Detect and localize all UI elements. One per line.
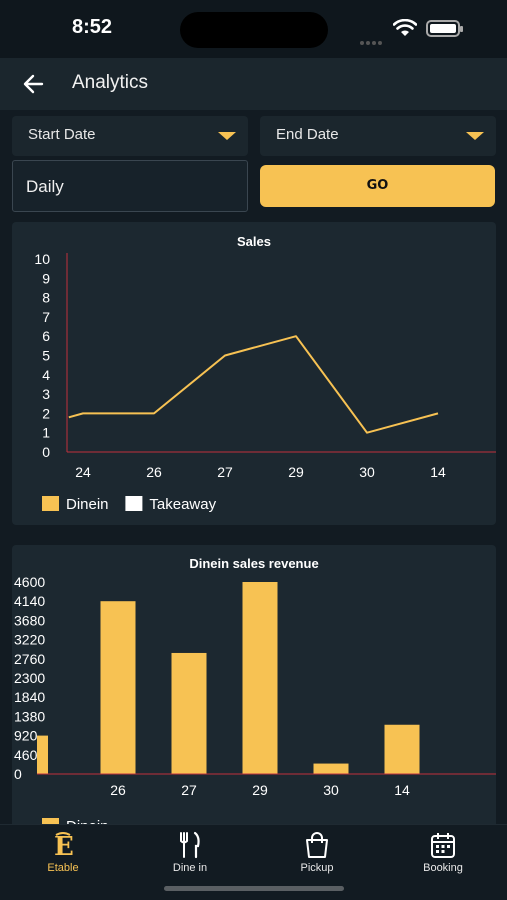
- x-tick-label: 27: [181, 782, 197, 798]
- y-tick-label: 2300: [14, 670, 45, 686]
- y-tick-label: 3220: [14, 632, 45, 648]
- y-tick-label: 1380: [14, 708, 45, 724]
- chart-title: Sales: [237, 234, 271, 249]
- period-value: Daily: [26, 177, 64, 196]
- nav-label-dine-in: Dine in: [172, 862, 208, 874]
- y-tick-label: 0: [42, 444, 50, 460]
- dynamic-island: [180, 12, 328, 48]
- fork-knife-icon: [180, 831, 200, 859]
- y-tick-label: 4: [42, 367, 50, 383]
- legend-label: Takeaway: [149, 496, 216, 513]
- nav-item-booking[interactable]: Booking: [398, 829, 488, 879]
- go-button[interactable]: GO: [260, 165, 495, 207]
- y-tick-label: 0: [14, 766, 22, 782]
- bar: [37, 735, 48, 774]
- bar: [242, 582, 278, 774]
- x-tick-label: 14: [394, 782, 410, 798]
- nav-label-etable: Etable: [47, 862, 79, 874]
- end-date-label: End Date: [276, 126, 339, 143]
- chevron-down-icon: [218, 132, 236, 140]
- y-tick-label: 6: [42, 328, 50, 344]
- y-tick-label: 460: [14, 747, 38, 763]
- y-tick-label: 1: [42, 425, 50, 441]
- bar: [171, 652, 207, 774]
- y-tick-label: 10: [34, 251, 50, 267]
- cellular-signal-icon: [360, 30, 386, 45]
- status-bar: 8:52: [0, 0, 507, 58]
- end-date-dropdown[interactable]: End Date: [260, 116, 496, 156]
- x-tick-label: 29: [288, 464, 304, 480]
- revenue-chart: Dinein sales revenue46004140368032202760…: [14, 556, 496, 835]
- start-date-dropdown[interactable]: Start Date: [12, 116, 248, 156]
- y-tick-label: 2760: [14, 651, 45, 667]
- y-tick-label: 3: [42, 386, 50, 402]
- y-tick-label: 4140: [14, 593, 45, 609]
- page-title: Analytics: [72, 72, 149, 93]
- x-tick-label: 30: [323, 782, 339, 798]
- legend-label: Dinein: [66, 496, 109, 513]
- shopping-bag-icon: [306, 832, 328, 858]
- y-tick-label: 3680: [14, 612, 45, 628]
- y-tick-label: 8: [42, 290, 50, 306]
- nav-item-pickup[interactable]: Pickup: [272, 829, 362, 879]
- calendar-icon: [431, 833, 455, 858]
- x-tick-label: 26: [146, 464, 162, 480]
- battery-icon: [426, 20, 463, 37]
- legend-swatch: [42, 496, 59, 511]
- y-tick-label: 5: [42, 348, 50, 364]
- chart-title: Dinein sales revenue: [189, 556, 318, 571]
- chevron-down-icon: [466, 132, 484, 140]
- y-tick-label: 7: [42, 309, 50, 325]
- y-tick-label: 920: [14, 728, 38, 744]
- sales-chart-card: Sales 10 9 8 7 6 5 4 3 2 1 0 24 26 27 29 30 14 Dinein Takea…: [12, 222, 496, 525]
- y-tick-label: 9: [42, 270, 50, 286]
- revenue-chart-card: Dinein sales revenue 4600 4140 3680 3220 2760…: [12, 545, 496, 835]
- x-tick-label: 30: [359, 464, 375, 480]
- nav-label-pickup: Pickup: [300, 862, 334, 874]
- x-tick-label: 14: [430, 464, 446, 480]
- nav-item-dine-in[interactable]: Dine in: [145, 829, 235, 879]
- nav-item-etable[interactable]: E Etable: [18, 829, 108, 879]
- app-bar: Analytics: [0, 58, 507, 110]
- wifi-icon: [393, 19, 417, 36]
- etable-logo-icon: E: [54, 832, 74, 859]
- y-tick-label: 2: [42, 405, 50, 421]
- x-tick-label: 24: [75, 464, 91, 480]
- status-time: 8:52: [72, 16, 113, 38]
- y-tick-label: 1840: [14, 689, 45, 705]
- x-tick-label: 27: [217, 464, 233, 480]
- bar: [313, 763, 349, 774]
- back-arrow-icon[interactable]: [18, 70, 50, 98]
- bottom-nav: E Etable Dine in Pickup Booking: [0, 824, 507, 900]
- bar: [384, 724, 420, 774]
- bar: [100, 601, 136, 774]
- nav-label-booking: Booking: [423, 862, 463, 874]
- period-field[interactable]: Daily: [12, 160, 248, 212]
- svg-text:E: E: [54, 832, 74, 859]
- x-tick-label: 26: [110, 782, 126, 798]
- legend-swatch: [125, 496, 143, 511]
- series-line-dinein: [68, 335, 439, 434]
- start-date-label: Start Date: [28, 126, 96, 143]
- home-indicator: [164, 886, 344, 891]
- x-tick-label: 29: [252, 782, 268, 798]
- y-tick-label: 4600: [14, 574, 45, 590]
